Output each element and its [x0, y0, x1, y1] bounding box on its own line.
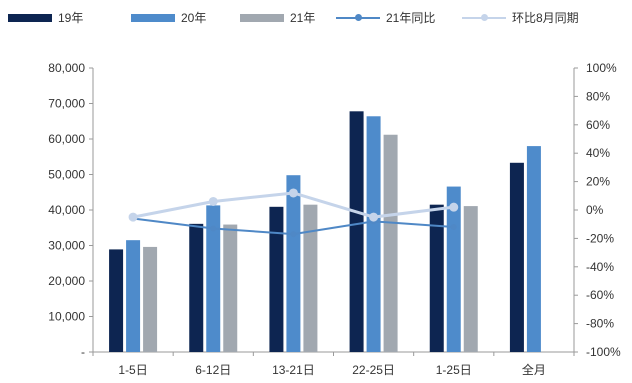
bar-19年	[509, 162, 524, 352]
left-tick-label: 10,000	[48, 310, 85, 324]
right-tick-label: -60%	[586, 288, 614, 302]
bar-20年	[366, 116, 381, 352]
right-tick-label: 60%	[586, 118, 610, 132]
left-tick-label: 60,000	[48, 132, 85, 146]
left-tick-label: 50,000	[48, 168, 85, 182]
legend-swatch-20	[131, 14, 175, 22]
right-tick-label: -80%	[586, 317, 614, 331]
bar-21年	[223, 224, 238, 352]
bar-20年	[446, 186, 461, 352]
left-tick-label: 40,000	[48, 203, 85, 217]
bar-19年	[269, 206, 284, 352]
right-tick-label: 20%	[586, 175, 610, 189]
right-tick-label: 100%	[586, 61, 617, 75]
bar-19年	[109, 249, 124, 352]
bar-19年	[189, 223, 204, 352]
bar-19年	[349, 111, 364, 352]
legend-label-19: 19年	[58, 11, 84, 25]
left-tick-label: 30,000	[48, 239, 85, 253]
x-tick-label: 1-5日	[118, 363, 147, 377]
bar-19年	[429, 204, 444, 352]
bar-21年	[303, 204, 318, 352]
left-tick-label: 80,000	[48, 61, 85, 75]
legend-marker-21-yoy	[355, 14, 362, 21]
point-环比8月同期	[369, 212, 379, 222]
point-21年同比	[210, 225, 217, 232]
bar-20年	[206, 205, 221, 352]
legend-swatch-21	[240, 14, 284, 22]
x-tick-label: 13-21日	[272, 363, 315, 377]
left-tick-label: 70,000	[48, 97, 85, 111]
legend-label-20: 20年	[181, 11, 207, 25]
left-tick-label: 20,000	[48, 274, 85, 288]
x-tick-label: 1-25日	[436, 363, 472, 377]
right-tick-label: 40%	[586, 146, 610, 160]
bar-20年	[126, 240, 141, 352]
point-21年同比	[290, 231, 297, 238]
point-21年同比	[450, 224, 457, 231]
bar-21年	[143, 246, 158, 352]
point-环比8月同期	[128, 212, 138, 222]
x-tick-label: 6-12日	[195, 363, 231, 377]
bar-20年	[286, 175, 301, 352]
right-tick-label: 0%	[586, 203, 604, 217]
right-tick-label: -20%	[586, 231, 614, 245]
right-tick-label: 80%	[586, 89, 610, 103]
legend-label-mom: 环比8月同期	[512, 11, 579, 25]
right-tick-label: -40%	[586, 260, 614, 274]
bar-21年	[383, 134, 398, 352]
bar-21年	[463, 206, 478, 352]
legend-marker-mom	[481, 14, 488, 21]
legend-label-21-yoy: 21年同比	[386, 11, 436, 25]
bar-20年	[526, 146, 541, 352]
point-环比8月同期	[208, 196, 218, 206]
x-tick-label: 全月	[522, 362, 546, 377]
legend-label-21: 21年	[290, 11, 316, 25]
right-tick-label: -100%	[586, 345, 621, 359]
x-tick-label: 22-25日	[352, 363, 395, 377]
legend-swatch-19	[8, 14, 52, 22]
left-tick-label: -	[81, 345, 85, 359]
point-环比8月同期	[449, 202, 459, 212]
point-环比8月同期	[288, 188, 298, 198]
